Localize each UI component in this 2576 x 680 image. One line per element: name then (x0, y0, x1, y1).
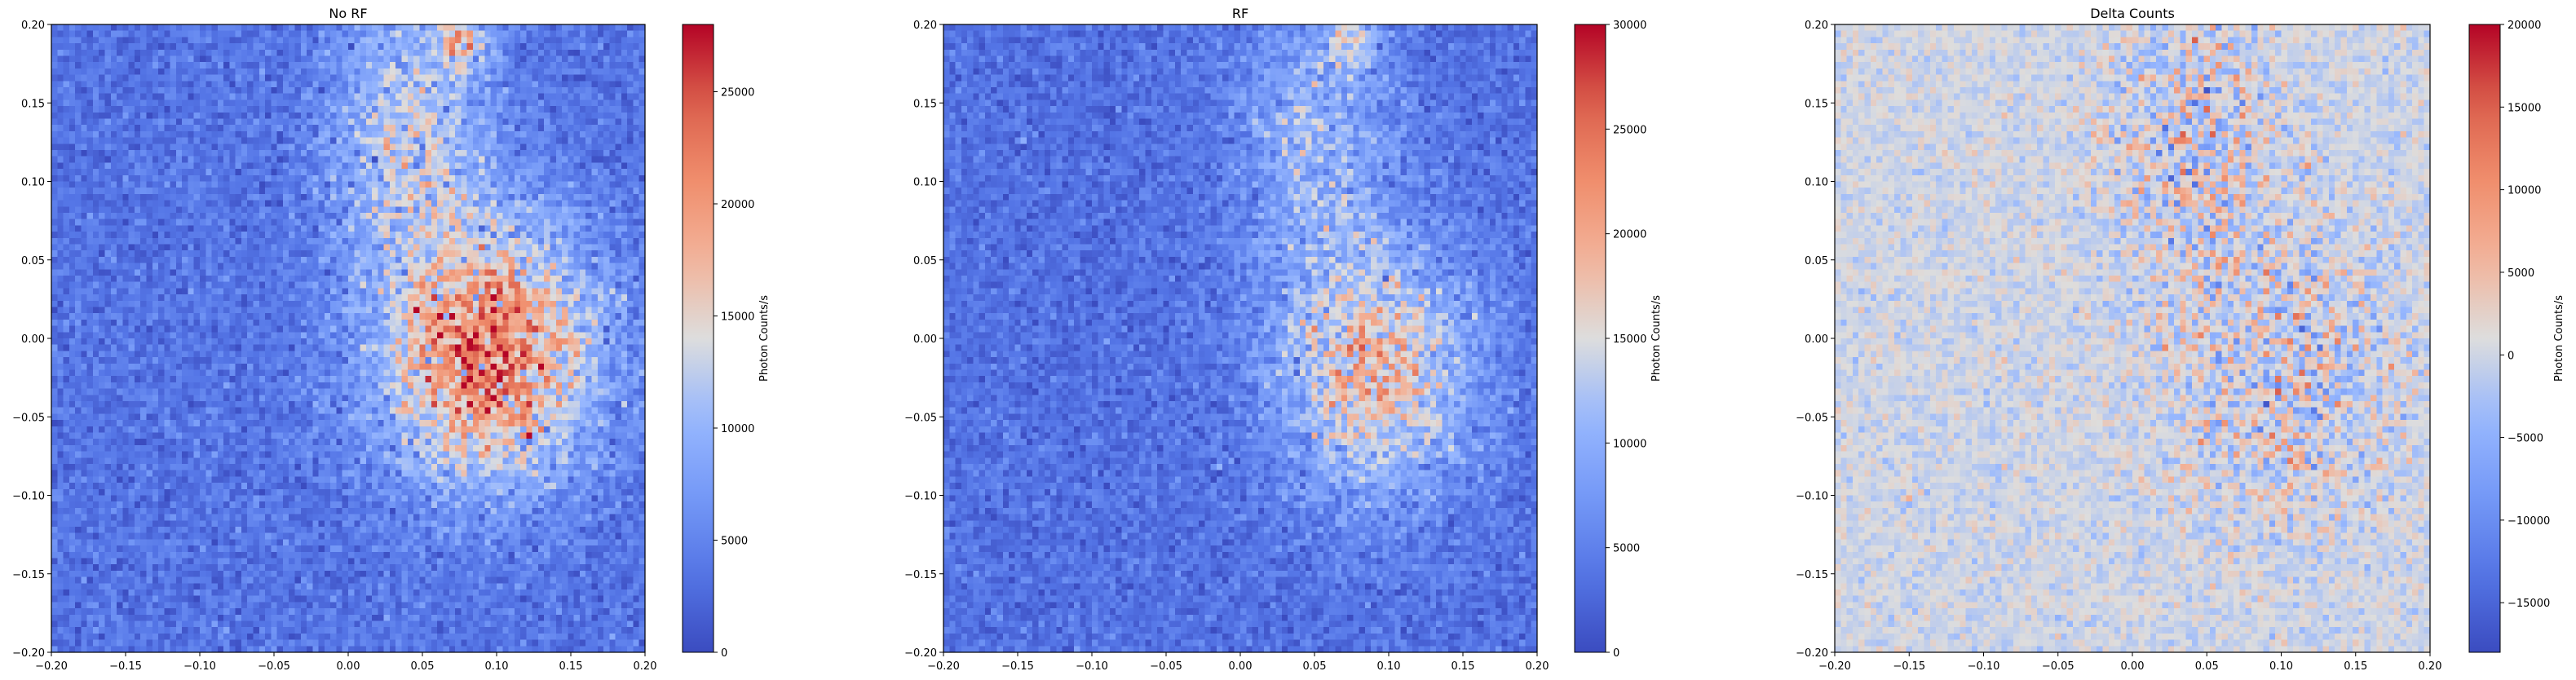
x-tick-label: 0.05 (2195, 660, 2219, 673)
x-tick-label: 0.15 (1451, 660, 1475, 673)
y-tick-label: 0.15 (1805, 98, 1828, 110)
colorbar-tick-label: 5000 (721, 536, 748, 548)
chart-title: RF (1232, 6, 1248, 21)
y-tick-label: −0.05 (1796, 412, 1828, 424)
y-tick-label: −0.20 (904, 647, 937, 660)
colorbar-tick-label: 15000 (1613, 333, 1646, 346)
x-tick-label: −0.20 (1818, 660, 1851, 673)
y-tick-label: 0.20 (913, 20, 937, 32)
colorbar-tick-label: 25000 (1613, 124, 1646, 136)
y-tick-label: 0.15 (21, 98, 45, 110)
x-tick-label: −0.20 (35, 660, 68, 673)
colorbar-tick-label: 5000 (1613, 543, 1640, 555)
y-tick-label: 0.00 (913, 333, 937, 346)
y-tick-label: 0.00 (21, 333, 45, 346)
x-tick-label: 0.15 (2344, 660, 2367, 673)
y-tick-label: −0.15 (12, 569, 45, 581)
y-tick-label: −0.10 (904, 491, 937, 503)
y-tick-label: 0.05 (913, 255, 937, 267)
chart-title: No RF (329, 6, 367, 21)
x-tick-label: 0.00 (2121, 660, 2145, 673)
x-tick-label: 0.10 (485, 660, 509, 673)
colorbar-tick-label: 0 (1613, 647, 1619, 660)
colorbar-tick-label: −10000 (2508, 515, 2550, 528)
y-tick-label: 0.00 (1805, 333, 1828, 346)
colorbar-tick-label: 15000 (2508, 102, 2541, 114)
chart-title: Delta Counts (2090, 6, 2175, 21)
y-tick-label: −0.20 (12, 647, 45, 660)
y-tick-label: 0.20 (21, 20, 45, 32)
x-tick-label: −0.15 (1001, 660, 1034, 673)
x-tick-label: 0.10 (2269, 660, 2293, 673)
colorbar-tick-label: 0 (2508, 350, 2514, 362)
x-tick-label: 0.15 (559, 660, 583, 673)
x-tick-label: −0.05 (1150, 660, 1182, 673)
colorbar-tick-label: 10000 (2508, 185, 2541, 197)
y-tick-label: −0.10 (1796, 491, 1828, 503)
heatmap-image-1 (943, 24, 1537, 652)
panel-0: No RF −0.20 −0.15 −0.10 −0.05 0.00 0.05 0.10 0.1… (12, 6, 771, 673)
heatmap-image-0 (51, 24, 645, 652)
x-tick-label: 0.05 (411, 660, 435, 673)
x-tick-label: −0.15 (109, 660, 142, 673)
y-tick-label: −0.15 (904, 569, 937, 581)
colorbar-tick-label: 15000 (721, 311, 754, 324)
colorbar-tick-label: 20000 (2508, 20, 2541, 32)
x-tick-label: 0.20 (1526, 660, 1549, 673)
colorbar (2468, 24, 2501, 653)
colorbar-tick-label: 30000 (1613, 20, 1646, 32)
colorbar-tick-label: 10000 (1613, 438, 1646, 450)
colorbar-tick-label: 20000 (721, 199, 754, 211)
x-tick-label: 0.20 (2419, 660, 2442, 673)
colorbar (1574, 24, 1606, 653)
colorbar-tick-label: −15000 (2508, 598, 2550, 610)
x-tick-label: −0.15 (1893, 660, 1925, 673)
colorbar-tick-label: 10000 (721, 423, 754, 435)
y-tick-label: −0.05 (12, 412, 45, 424)
x-tick-label: −0.10 (183, 660, 216, 673)
colorbar-tick-label: 5000 (2508, 267, 2534, 280)
colorbar-tick-label: 25000 (721, 87, 754, 99)
colorbar-tick-label: −5000 (2508, 433, 2543, 445)
y-tick-label: −0.05 (904, 412, 937, 424)
y-tick-label: −0.20 (1796, 647, 1828, 660)
x-tick-label: −0.20 (927, 660, 960, 673)
x-tick-label: 0.00 (337, 660, 360, 673)
heatmap-image-2 (1835, 24, 2430, 652)
x-tick-label: 0.05 (1303, 660, 1327, 673)
y-tick-label: −0.15 (1796, 569, 1828, 581)
x-tick-label: −0.10 (1968, 660, 2000, 673)
y-tick-label: 0.05 (21, 255, 45, 267)
x-tick-label: 0.10 (1377, 660, 1401, 673)
panel-1: RF −0.20 −0.15 −0.10 −0.05 0.00 0.05 0.10 0.15 0.… (904, 6, 1663, 673)
y-tick-label: −0.10 (12, 491, 45, 503)
y-tick-label: 0.15 (913, 98, 937, 110)
x-tick-label: −0.10 (1076, 660, 1108, 673)
colorbar-tick-label: 0 (721, 647, 727, 660)
x-tick-label: 0.20 (634, 660, 657, 673)
panel-2: Delta Counts −0.20 −0.15 −0.10 −0.05 0.00 0.05… (1796, 6, 2565, 673)
y-tick-label: 0.10 (913, 177, 937, 189)
y-tick-label: 0.10 (21, 177, 45, 189)
y-tick-label: 0.10 (1805, 177, 1828, 189)
colorbar-tick-label: 20000 (1613, 229, 1646, 241)
x-tick-label: 0.00 (1229, 660, 1253, 673)
colorbar-label: Photon Counts/s (1650, 295, 1663, 382)
x-tick-label: −0.05 (2042, 660, 2074, 673)
y-tick-label: 0.20 (1805, 20, 1828, 32)
colorbar-label: Photon Counts/s (758, 295, 771, 382)
y-tick-label: 0.05 (1805, 255, 1828, 267)
colorbar-label: Photon Counts/s (2553, 295, 2565, 382)
x-tick-label: −0.05 (258, 660, 290, 673)
colorbar (682, 24, 714, 653)
